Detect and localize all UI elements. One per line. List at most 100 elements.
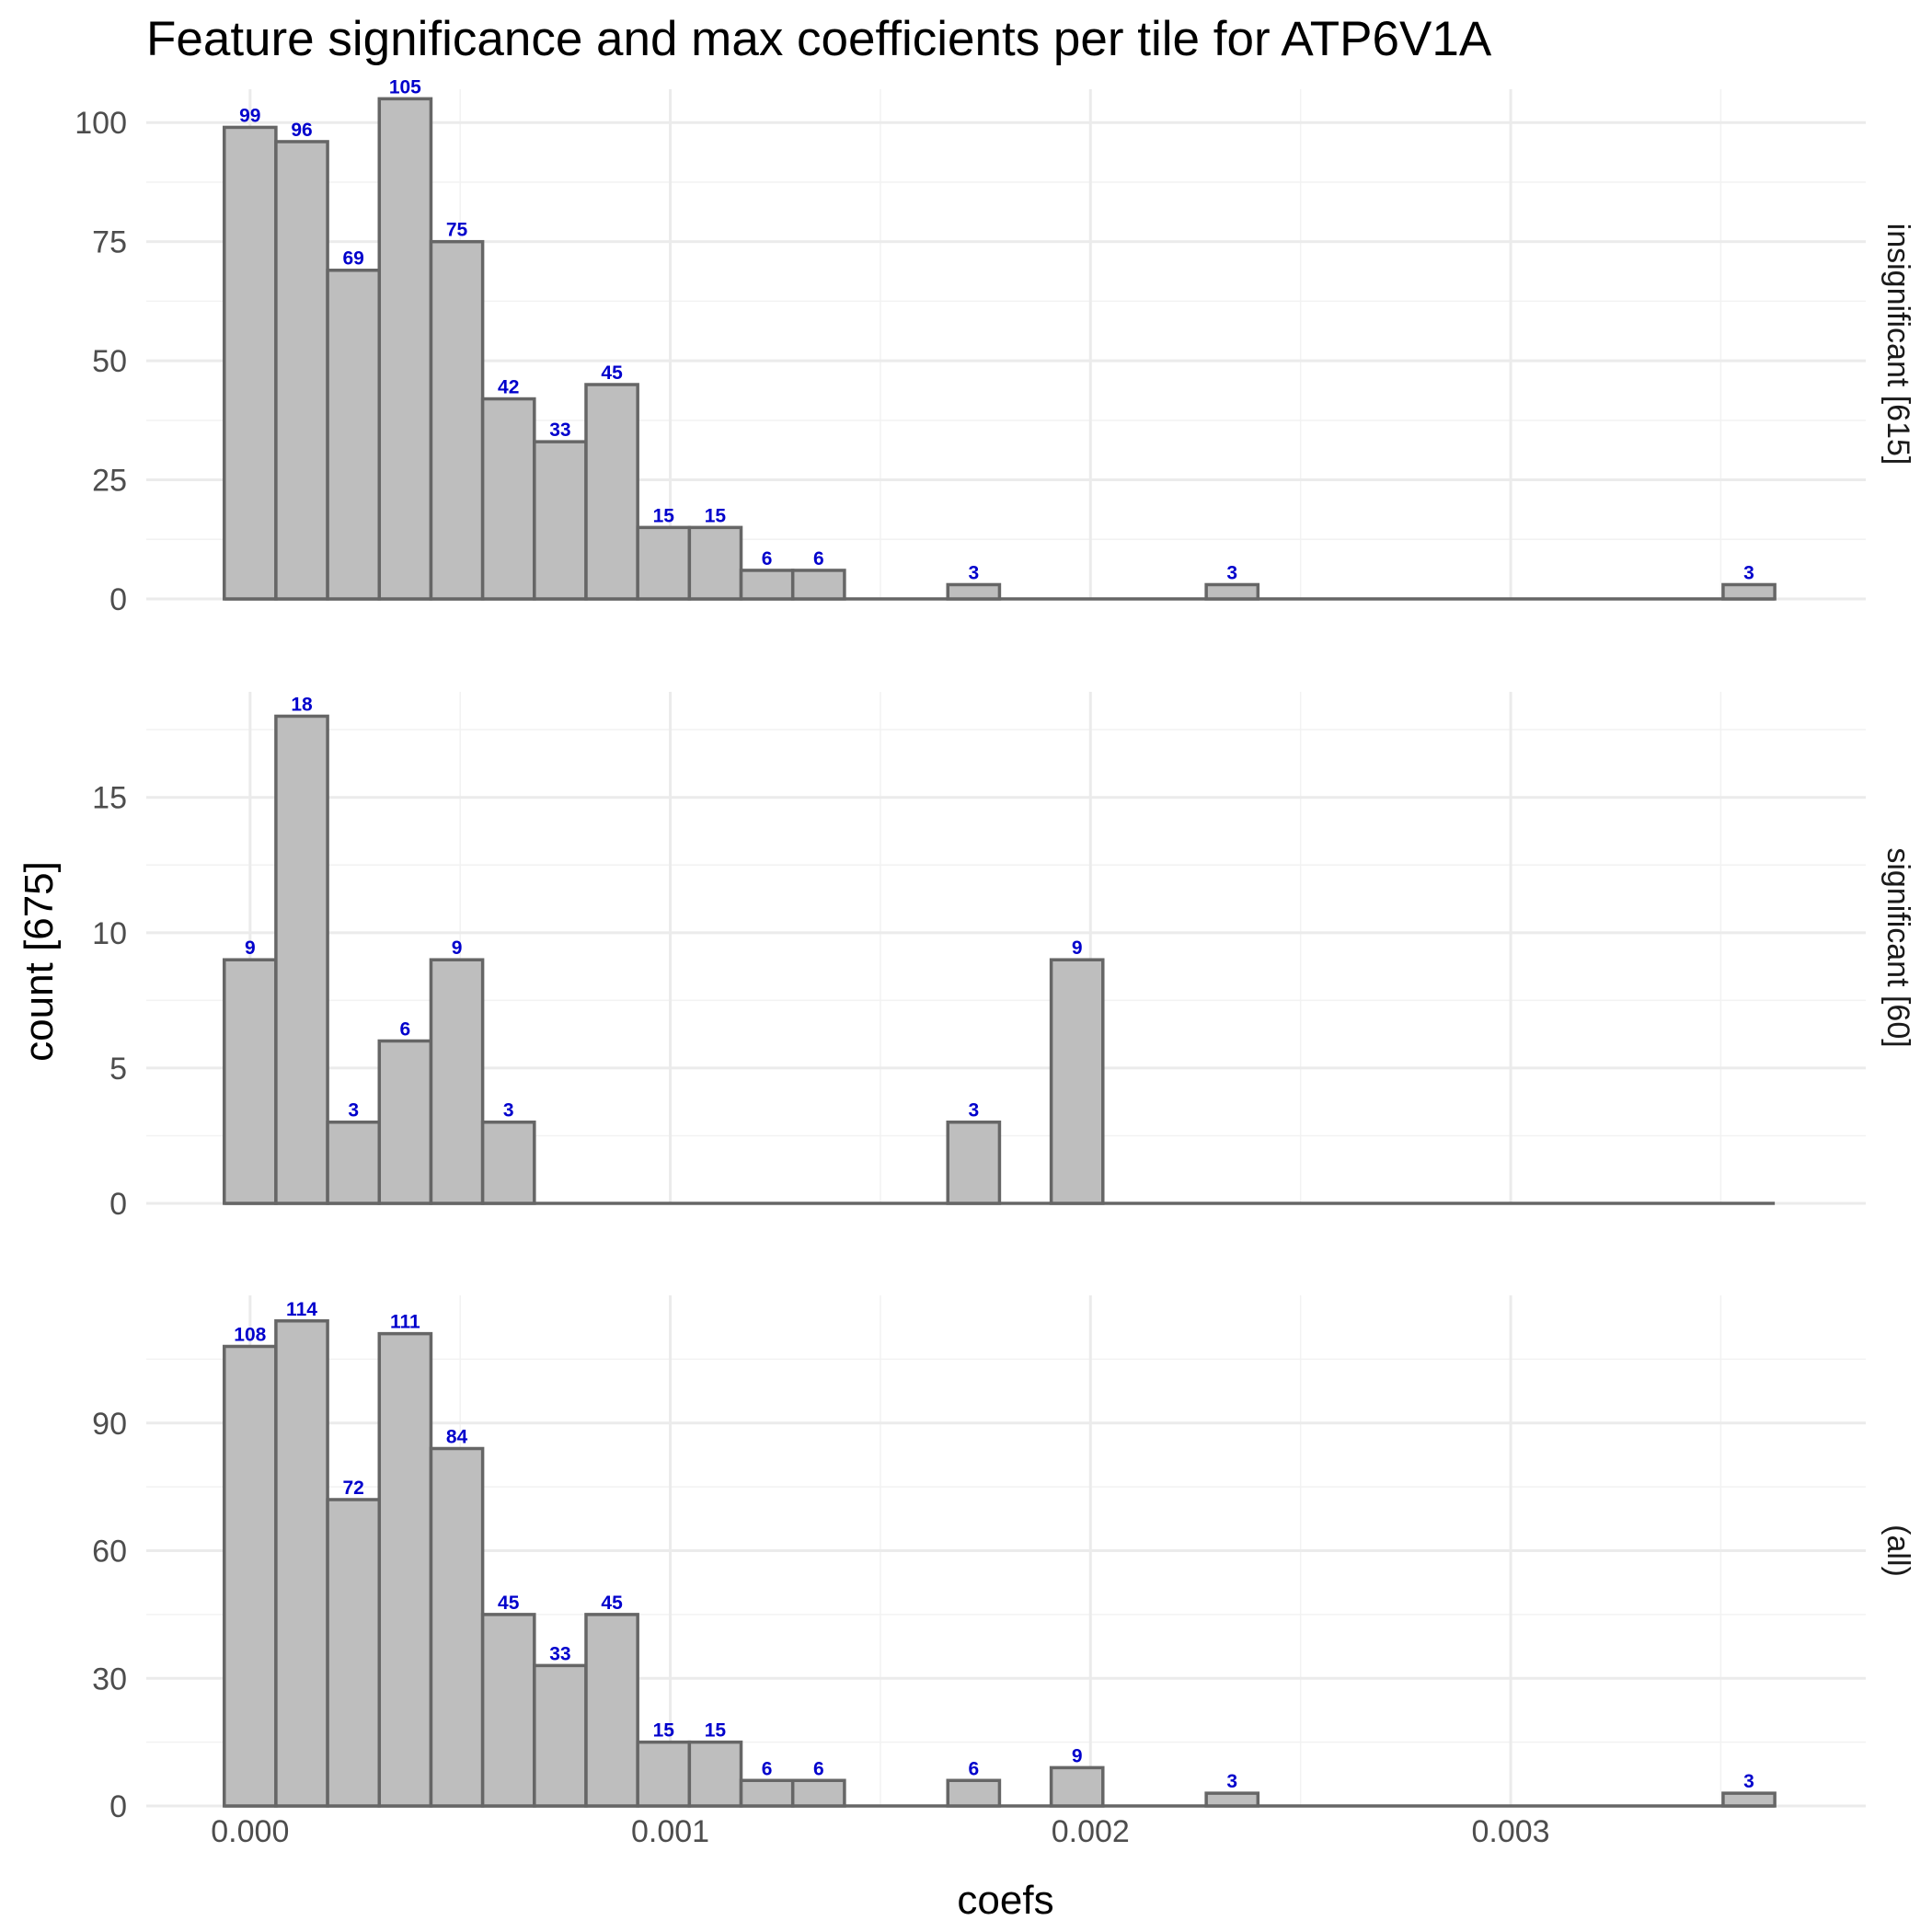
histogram-bar bbox=[326, 268, 382, 601]
y-tick-label: 30 bbox=[92, 1662, 127, 1696]
histogram-bar bbox=[687, 525, 743, 601]
bar-value-label: 3 bbox=[1743, 1771, 1754, 1792]
histogram-bar bbox=[377, 97, 433, 601]
histogram-bar bbox=[222, 1344, 278, 1808]
bar-value-label: 105 bbox=[389, 76, 421, 98]
bar-value-label: 69 bbox=[342, 248, 363, 270]
histogram-bar bbox=[377, 1039, 433, 1205]
y-tick-label: 0 bbox=[109, 1789, 127, 1824]
bar-value-label: 9 bbox=[452, 937, 463, 959]
histogram-bar bbox=[790, 569, 846, 601]
histogram-bar bbox=[1721, 582, 1777, 601]
histogram-bar bbox=[636, 1740, 692, 1808]
histogram-bar bbox=[274, 1319, 329, 1808]
y-tick-label: 50 bbox=[92, 344, 127, 379]
histogram-bar bbox=[946, 1778, 1002, 1808]
histogram-bar bbox=[533, 440, 588, 601]
x-tick-label: 0.000 bbox=[211, 1814, 289, 1849]
bar-value-label: 45 bbox=[498, 1593, 520, 1614]
y-tick-label: 15 bbox=[92, 781, 127, 816]
bar-value-label: 72 bbox=[342, 1478, 363, 1499]
bar-value-label: 75 bbox=[446, 220, 468, 241]
histogram-bar bbox=[739, 569, 795, 601]
histogram-bar bbox=[1204, 582, 1260, 601]
histogram-bar bbox=[222, 958, 278, 1205]
y-axis-title: count [675] bbox=[17, 861, 62, 1062]
histogram-bar bbox=[790, 1778, 846, 1808]
histogram-bar bbox=[687, 1740, 743, 1808]
x-tick-label: 0.002 bbox=[1052, 1814, 1130, 1849]
facet-strip-label: insignificant [615] bbox=[1880, 224, 1915, 466]
bar-value-label: 3 bbox=[348, 1100, 359, 1121]
histogram-bar bbox=[533, 1663, 588, 1808]
histogram-bar bbox=[429, 1446, 485, 1808]
histogram-bar bbox=[1049, 1765, 1105, 1808]
bar-value-label: 15 bbox=[653, 505, 675, 526]
histogram-bar bbox=[584, 383, 639, 601]
x-axis: 0.000 0.001 0.002 0.003 bbox=[211, 1814, 1549, 1849]
histogram-bar bbox=[946, 582, 1002, 601]
y-tick-label: 60 bbox=[92, 1535, 127, 1570]
histogram-bar bbox=[326, 1498, 382, 1808]
bar-value-label: 15 bbox=[653, 1720, 675, 1742]
bar-value-label: 33 bbox=[549, 1643, 570, 1664]
y-tick-label: 0 bbox=[109, 582, 127, 617]
bar-value-label: 9 bbox=[1072, 937, 1083, 959]
y-tick-label: 100 bbox=[75, 106, 127, 141]
histogram-bar bbox=[1721, 1791, 1777, 1808]
bar-value-label: 33 bbox=[549, 420, 570, 441]
x-axis-title: coefs bbox=[957, 1878, 1053, 1923]
histogram-bar bbox=[1204, 1791, 1260, 1808]
bar-value-label: 108 bbox=[234, 1325, 266, 1346]
bar-value-label: 9 bbox=[245, 937, 256, 959]
histogram-bar bbox=[480, 397, 536, 601]
chart-title: Feature significance and max coefficient… bbox=[146, 12, 1492, 66]
bar-value-label: 3 bbox=[1743, 562, 1754, 583]
bar-value-label: 6 bbox=[968, 1758, 979, 1779]
histogram-bar bbox=[636, 525, 692, 601]
y-tick-label: 75 bbox=[92, 225, 127, 260]
bar-value-label: 6 bbox=[813, 548, 824, 569]
histogram-bar bbox=[946, 1120, 1002, 1205]
bar-value-label: 6 bbox=[813, 1758, 824, 1779]
bar-value-label: 15 bbox=[705, 505, 727, 526]
bar-value-label: 15 bbox=[705, 1720, 727, 1742]
histogram-bar bbox=[222, 125, 278, 601]
y-tick-label: 10 bbox=[92, 916, 127, 951]
histogram-bar bbox=[739, 1778, 795, 1808]
bar-value-label: 84 bbox=[446, 1427, 468, 1448]
bar-value-label: 3 bbox=[1226, 562, 1237, 583]
x-tick-label: 0.003 bbox=[1472, 1814, 1550, 1849]
bar-value-label: 3 bbox=[968, 562, 979, 583]
facet-strip-label: significant [60] bbox=[1880, 847, 1915, 1047]
bar-value-label: 18 bbox=[291, 694, 313, 715]
histogram-bar bbox=[1049, 958, 1105, 1205]
bar-value-label: 9 bbox=[1072, 1745, 1083, 1766]
bar-value-label: 42 bbox=[498, 377, 519, 398]
bar-value-label: 99 bbox=[239, 105, 260, 126]
bar-value-label: 6 bbox=[762, 1758, 773, 1779]
bar-value-label: 45 bbox=[601, 362, 623, 384]
bar-value-label: 3 bbox=[1226, 1771, 1237, 1792]
bar-value-label: 114 bbox=[286, 1299, 317, 1320]
y-tick-label: 90 bbox=[92, 1407, 127, 1442]
histogram-bar bbox=[326, 1120, 382, 1205]
bar-value-label: 45 bbox=[601, 1593, 623, 1614]
bar-value-label: 6 bbox=[762, 548, 773, 569]
x-tick-label: 0.001 bbox=[631, 1814, 709, 1849]
bar-value-label: 6 bbox=[400, 1018, 411, 1040]
histogram-bar bbox=[274, 714, 329, 1205]
bar-value-label: 3 bbox=[503, 1100, 514, 1121]
bar-value-label: 3 bbox=[968, 1100, 979, 1121]
histogram-bar bbox=[274, 140, 329, 601]
facet-panel-2: 0 5 10 15 9 18 3 6 9 3 3 9 significant [60] bbox=[92, 692, 1915, 1222]
facet-strip-label: (all) bbox=[1880, 1524, 1915, 1577]
y-tick-label: 5 bbox=[109, 1052, 127, 1087]
y-tick-label: 25 bbox=[92, 464, 127, 499]
histogram-bar bbox=[429, 958, 485, 1205]
